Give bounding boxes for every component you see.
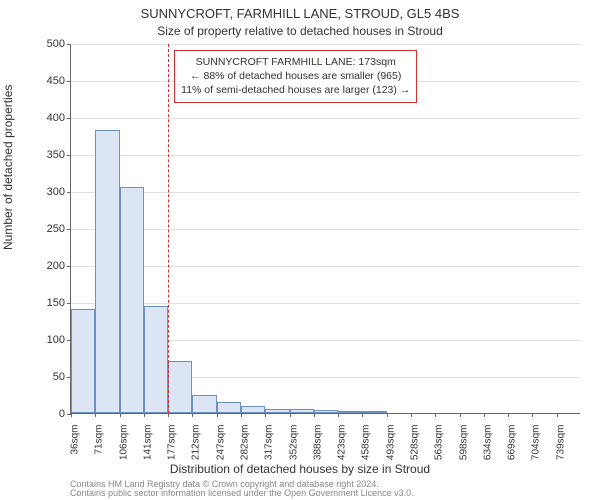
bar <box>120 187 144 413</box>
ytick-label: 450 <box>47 75 71 87</box>
ytick-label: 0 <box>59 408 71 420</box>
xtick-mark <box>265 413 266 417</box>
ytick-label: 50 <box>53 371 71 383</box>
xtick-mark <box>362 413 363 417</box>
callout-line-1: SUNNYCROFT FARMHILL LANE: 173sqm <box>181 55 410 69</box>
ytick-label: 500 <box>47 38 71 50</box>
xtick-mark <box>241 413 242 417</box>
xtick-mark <box>387 413 388 417</box>
y-axis-label: Number of detached properties <box>1 85 15 250</box>
xtick-mark <box>411 413 412 417</box>
bar <box>362 411 386 413</box>
bar <box>265 409 289 413</box>
bar <box>192 395 216 414</box>
bar <box>95 130 119 413</box>
callout-line-3: 11% of semi-detached houses are larger (… <box>181 83 410 97</box>
xtick-mark <box>314 413 315 417</box>
bar <box>71 309 95 413</box>
bar <box>338 411 362 413</box>
ytick-label: 400 <box>47 112 71 124</box>
xtick-mark <box>120 413 121 417</box>
x-axis-label: Distribution of detached houses by size … <box>0 462 600 476</box>
callout-line-2: ← 88% of detached houses are smaller (96… <box>181 69 410 83</box>
ytick-label: 200 <box>47 260 71 272</box>
xtick-mark <box>532 413 533 417</box>
xtick-mark <box>484 413 485 417</box>
xtick-mark <box>192 413 193 417</box>
xtick-mark <box>290 413 291 417</box>
xtick-mark <box>168 413 169 417</box>
reference-line <box>168 44 169 413</box>
bar <box>314 410 338 413</box>
xtick-mark <box>217 413 218 417</box>
bar <box>144 306 168 413</box>
chart-container: SUNNYCROFT, FARMHILL LANE, STROUD, GL5 4… <box>0 0 600 500</box>
chart-subtitle: Size of property relative to detached ho… <box>0 24 600 38</box>
attribution: Contains HM Land Registry data © Crown c… <box>70 480 414 498</box>
xtick-mark <box>338 413 339 417</box>
xtick-mark <box>95 413 96 417</box>
bar <box>217 402 241 413</box>
plot-area: SUNNYCROFT FARMHILL LANE: 173sqm ← 88% o… <box>70 44 580 414</box>
callout-box: SUNNYCROFT FARMHILL LANE: 173sqm ← 88% o… <box>174 50 417 103</box>
xtick-mark <box>435 413 436 417</box>
bar <box>168 361 192 413</box>
bar <box>290 409 314 413</box>
ytick-label: 150 <box>47 297 71 309</box>
ytick-label: 350 <box>47 149 71 161</box>
ytick-label: 300 <box>47 186 71 198</box>
xtick-mark <box>508 413 509 417</box>
xtick-mark <box>460 413 461 417</box>
ytick-label: 250 <box>47 223 71 235</box>
attribution-line-2: Contains public sector information licen… <box>70 489 414 498</box>
bar <box>241 406 265 413</box>
chart-title: SUNNYCROFT, FARMHILL LANE, STROUD, GL5 4… <box>0 6 600 21</box>
xtick-mark <box>144 413 145 417</box>
ytick-label: 100 <box>47 334 71 346</box>
xtick-mark <box>557 413 558 417</box>
xtick-mark <box>71 413 72 417</box>
